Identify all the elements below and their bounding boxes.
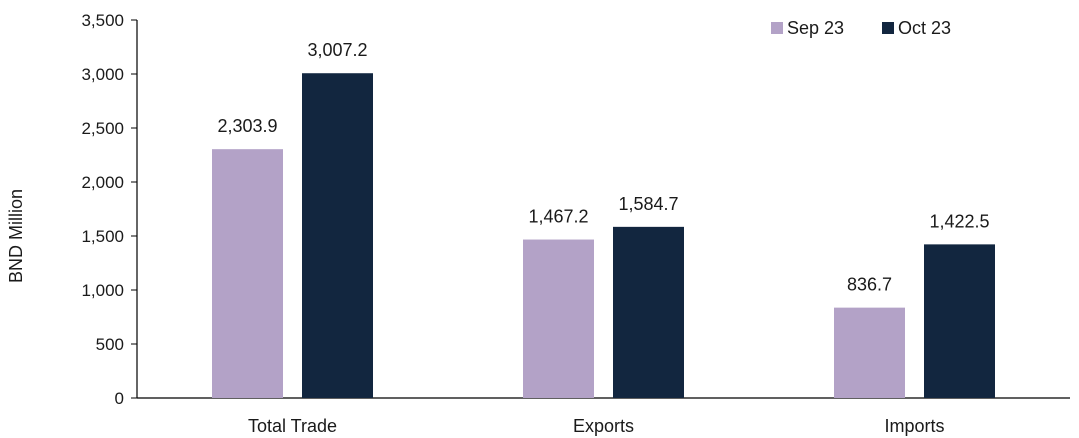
bar	[834, 307, 905, 398]
y-tick-label: 2,500	[81, 119, 124, 138]
legend: Sep 23 Oct 23	[771, 18, 951, 38]
bar	[924, 244, 995, 398]
bar-value-label: 3,007.2	[307, 40, 367, 60]
bar	[613, 226, 684, 398]
y-axis: 0 500 1,000 1,500 2,000 2,500 3,000 3,500	[81, 11, 138, 408]
data-labels: 2,303.9 3,007.2 1,467.2 1,584.7 836.7 1,422.5	[217, 40, 989, 294]
y-tick-label: 500	[96, 335, 124, 354]
x-category-label: Imports	[884, 416, 944, 436]
y-tick-label: 1,000	[81, 281, 124, 300]
y-axis-title: BND Million	[6, 189, 26, 283]
bar-value-label: 836.7	[847, 275, 892, 295]
y-tick-label: 0	[115, 389, 124, 408]
x-category-label: Total Trade	[248, 416, 337, 436]
x-axis: Total Trade Exports Imports	[137, 397, 1070, 436]
bar	[523, 239, 594, 398]
bar-value-label: 1,584.7	[618, 194, 678, 214]
y-tick-label: 3,500	[81, 11, 124, 30]
bar-value-label: 2,303.9	[217, 116, 277, 136]
y-tick-label: 3,000	[81, 65, 124, 84]
x-category-label: Exports	[573, 416, 634, 436]
y-tick-label: 1,500	[81, 227, 124, 246]
bar-value-label: 1,422.5	[929, 211, 989, 231]
legend-label: Sep 23	[787, 18, 844, 38]
legend-swatch	[882, 22, 894, 34]
bar	[212, 149, 283, 398]
bars	[212, 73, 995, 398]
bar	[302, 73, 373, 398]
legend-swatch	[771, 22, 783, 34]
y-tick-label: 2,000	[81, 173, 124, 192]
bar-value-label: 1,467.2	[528, 207, 588, 227]
legend-label: Oct 23	[898, 18, 951, 38]
